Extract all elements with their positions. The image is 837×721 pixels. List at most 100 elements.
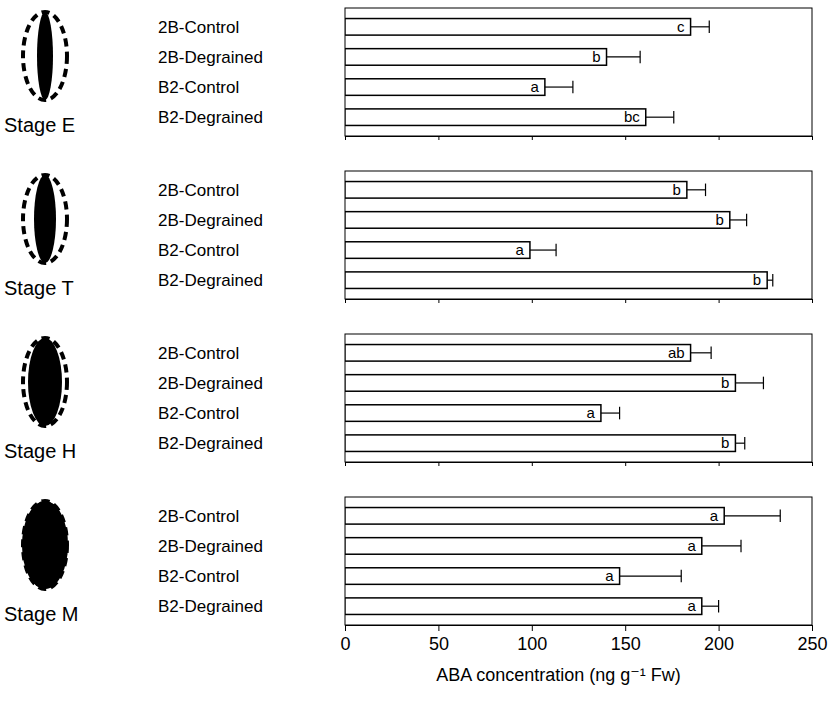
category-label: B2-Control bbox=[158, 404, 239, 423]
tick-mark bbox=[625, 462, 626, 466]
error-bar bbox=[767, 274, 773, 287]
tick-mark bbox=[812, 462, 813, 466]
category-label: B2-Control bbox=[158, 567, 239, 586]
tick-mark bbox=[625, 625, 626, 631]
error-bar bbox=[687, 184, 706, 197]
error-cap bbox=[572, 81, 573, 94]
tick bbox=[812, 136, 813, 140]
bar bbox=[345, 508, 724, 525]
tick bbox=[812, 299, 813, 303]
significance-letter: c bbox=[677, 18, 685, 35]
tick: 100 bbox=[517, 625, 547, 654]
tick bbox=[438, 136, 439, 140]
tick-mark bbox=[438, 299, 439, 303]
bar bbox=[345, 538, 702, 555]
tick bbox=[438, 299, 439, 303]
x-axis: 050100150200250 bbox=[340, 625, 827, 654]
plot-frame bbox=[345, 334, 812, 462]
significance-letter: b bbox=[753, 271, 761, 288]
figure: Stage Ec2B-Controlb2B-DegrainedaB2-Contr… bbox=[0, 0, 837, 721]
error-bar bbox=[620, 570, 682, 583]
category-label: 2B-Control bbox=[158, 344, 239, 363]
tick-mark bbox=[532, 299, 533, 303]
error-bar bbox=[607, 51, 641, 64]
axis-line bbox=[346, 137, 813, 141]
error-line bbox=[620, 575, 682, 576]
error-bar bbox=[646, 111, 674, 124]
tick-label: 50 bbox=[429, 634, 449, 654]
category-label: B2-Degrained bbox=[158, 271, 263, 290]
error-bar bbox=[724, 510, 780, 523]
tick bbox=[625, 299, 626, 303]
tick bbox=[719, 462, 720, 466]
error-cap bbox=[746, 214, 747, 227]
error-line bbox=[607, 56, 641, 57]
error-bar bbox=[530, 244, 556, 257]
error-line bbox=[724, 515, 780, 516]
error-cap bbox=[780, 510, 781, 523]
error-cap bbox=[640, 51, 641, 64]
error-line bbox=[646, 117, 674, 118]
tick bbox=[532, 299, 533, 303]
tick-mark bbox=[812, 136, 813, 140]
tick-label: 200 bbox=[704, 634, 734, 654]
error-line bbox=[687, 189, 706, 190]
tick bbox=[532, 136, 533, 140]
tick-mark bbox=[719, 299, 720, 303]
bar bbox=[345, 19, 691, 36]
tick-mark bbox=[345, 462, 346, 466]
significance-letter: b bbox=[592, 48, 600, 65]
error-cap bbox=[681, 570, 682, 583]
significance-letter: ab bbox=[668, 344, 685, 361]
significance-letter: a bbox=[687, 537, 696, 554]
grain-outline bbox=[23, 175, 67, 263]
category-label: 2B-Degrained bbox=[158, 48, 263, 67]
tick-mark bbox=[345, 136, 346, 140]
significance-letter: b bbox=[721, 434, 729, 451]
x-axis bbox=[346, 462, 813, 466]
bar bbox=[345, 182, 687, 199]
tick-mark bbox=[812, 299, 813, 303]
panel: Stage Ec2B-Controlb2B-DegrainedaB2-Contr… bbox=[4, 8, 813, 140]
error-bar bbox=[601, 407, 620, 420]
grain-fill bbox=[34, 175, 56, 263]
tick bbox=[345, 462, 346, 466]
marks bbox=[345, 345, 763, 452]
marks bbox=[345, 19, 709, 126]
significance-letter: a bbox=[516, 241, 525, 258]
bar bbox=[345, 109, 646, 126]
bar bbox=[345, 212, 730, 229]
panel: Stage Tb2B-Controlb2B-DegrainedaB2-Contr… bbox=[4, 171, 813, 303]
tick-mark bbox=[532, 136, 533, 140]
tick-label: 150 bbox=[611, 634, 641, 654]
error-bar bbox=[735, 437, 744, 450]
x-axis bbox=[346, 136, 813, 140]
tick-mark bbox=[719, 136, 720, 140]
error-line bbox=[702, 545, 741, 546]
bar bbox=[345, 345, 691, 362]
tick: 0 bbox=[340, 625, 350, 654]
category-label: B2-Degrained bbox=[158, 434, 263, 453]
grain-fill bbox=[22, 501, 68, 589]
bar bbox=[345, 435, 735, 452]
tick-label: 0 bbox=[340, 634, 350, 654]
bar bbox=[345, 405, 601, 422]
axis-line bbox=[346, 463, 813, 467]
panel-title: Stage M bbox=[4, 603, 78, 625]
bar bbox=[345, 568, 620, 585]
category-label: 2B-Control bbox=[158, 18, 239, 37]
category-label: 2B-Degrained bbox=[158, 374, 263, 393]
significance-letter: a bbox=[687, 597, 696, 614]
category-label: 2B-Control bbox=[158, 181, 239, 200]
tick: 200 bbox=[704, 625, 734, 654]
panel: Stage Ma2B-Controla2B-DegrainedaB2-Contr… bbox=[4, 497, 828, 685]
tick bbox=[345, 136, 346, 140]
grain-outline bbox=[23, 501, 67, 589]
tick bbox=[532, 462, 533, 466]
error-line bbox=[735, 382, 763, 383]
significance-letter: bc bbox=[624, 108, 640, 125]
error-bar bbox=[730, 214, 747, 227]
category-label: 2B-Degrained bbox=[158, 211, 263, 230]
error-line bbox=[691, 26, 710, 27]
tick bbox=[812, 462, 813, 466]
